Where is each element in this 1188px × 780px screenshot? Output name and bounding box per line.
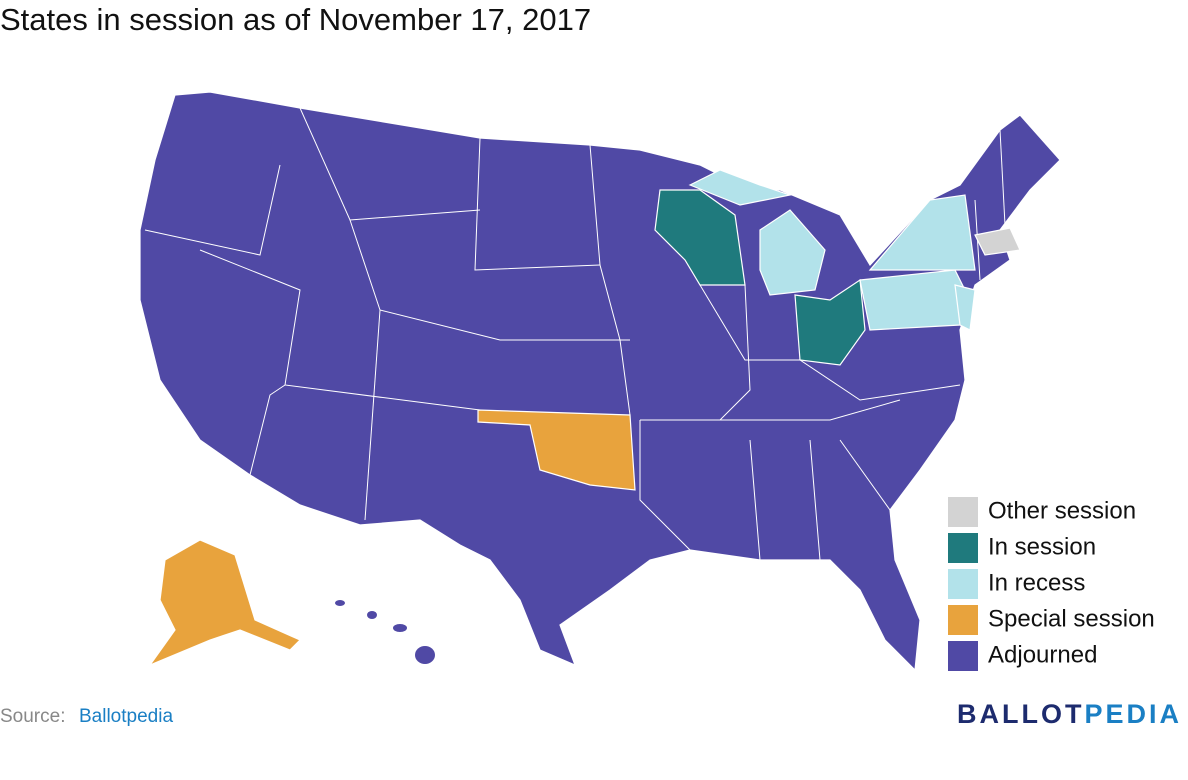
legend-swatch: [948, 605, 978, 635]
new-york: [868, 194, 976, 271]
legend-label: Other session: [988, 497, 1136, 524]
map: [139, 91, 1061, 672]
adjourned-states: [139, 91, 1061, 672]
source-label: Source:: [0, 706, 65, 727]
legend-swatch: [948, 569, 978, 599]
michigan-lower: [759, 209, 826, 296]
alaska: [148, 539, 302, 667]
legend-swatch: [948, 533, 978, 563]
legend-label: Adjourned: [988, 641, 1097, 668]
wisconsin: [654, 189, 746, 286]
legend-label: In session: [988, 533, 1096, 560]
legend-label: Special session: [988, 605, 1155, 632]
state-borders: [144, 107, 1006, 561]
legend: Other session In session In recess Special …: [948, 497, 1155, 671]
new-jersey: [954, 284, 976, 331]
pennsylvania: [859, 269, 971, 331]
source-link[interactable]: Ballotpedia: [79, 706, 173, 727]
title: States in session as of November 17, 201…: [0, 2, 591, 37]
massachusetts: [974, 227, 1021, 256]
ohio: [794, 278, 866, 366]
michigan-upper: [688, 169, 793, 206]
hawaii: [335, 600, 435, 664]
oklahoma: [477, 409, 636, 491]
logo: BALLOTPEDIA: [957, 699, 1182, 729]
logo-right: PEDIA: [1084, 699, 1182, 729]
logo-left: BALLOT: [957, 699, 1084, 729]
legend-label: In recess: [988, 569, 1085, 596]
legend-swatch: [948, 641, 978, 671]
legend-swatch: [948, 497, 978, 527]
